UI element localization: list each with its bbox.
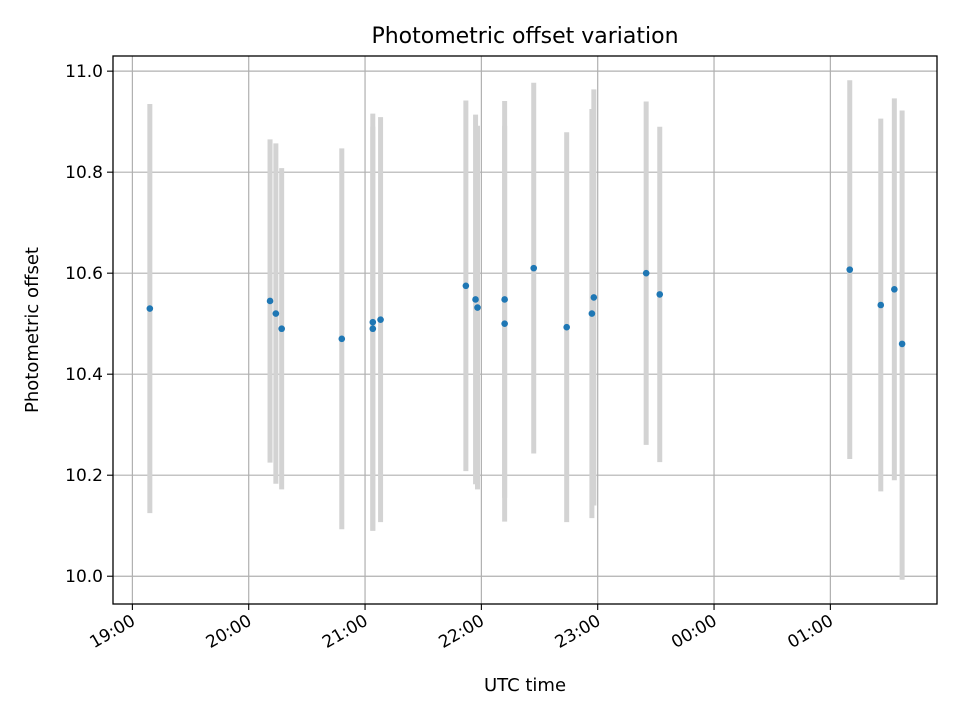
y-axis-label: Photometric offset <box>22 247 43 413</box>
y-tick-label: 10.2 <box>65 466 103 486</box>
data-point <box>846 266 854 273</box>
data-point <box>474 304 481 311</box>
x-axis-label: UTC time <box>484 675 566 696</box>
data-point <box>472 296 479 303</box>
data-point <box>656 291 664 298</box>
y-tick-label: 10.6 <box>65 264 103 284</box>
data-point <box>891 286 898 293</box>
data-point <box>530 264 538 272</box>
data-point <box>146 305 154 312</box>
y-tick-label: 10.4 <box>65 365 103 385</box>
data-point <box>369 318 377 326</box>
data-point <box>898 340 906 348</box>
data-point <box>272 310 280 317</box>
data-point <box>338 335 346 343</box>
data-point <box>877 301 885 309</box>
plot-frame <box>112 55 938 605</box>
data-points <box>146 264 906 348</box>
data-point <box>266 297 274 305</box>
y-tick-label: 11.0 <box>65 62 103 82</box>
data-point <box>501 320 508 327</box>
data-point <box>588 310 596 317</box>
data-point <box>462 282 470 290</box>
y-tick-label: 10.8 <box>65 163 103 183</box>
y-tick-label: 10.0 <box>65 567 103 587</box>
data-point <box>377 316 384 323</box>
data-point <box>563 323 570 331</box>
data-point <box>501 296 508 303</box>
data-point <box>369 325 377 333</box>
data-point <box>278 325 285 333</box>
y-axis-ticks: 10.0 10.2 10.4 10.6 10.8 11.0 <box>65 62 113 587</box>
data-point <box>590 294 598 301</box>
data-point <box>642 269 650 277</box>
chart-title: Photometric offset variation <box>371 24 678 49</box>
grid <box>113 56 937 604</box>
